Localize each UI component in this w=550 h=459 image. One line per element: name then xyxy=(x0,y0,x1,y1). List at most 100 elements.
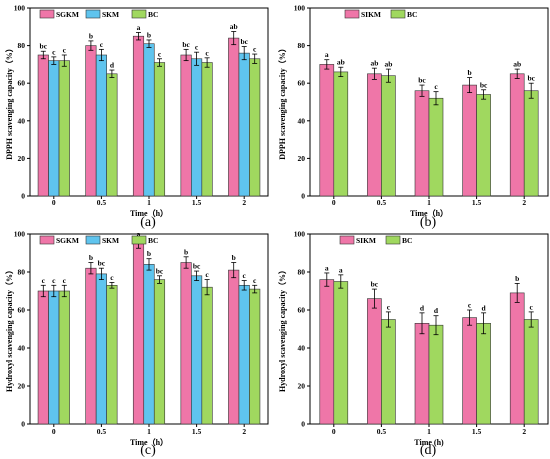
legend-swatch-skm xyxy=(85,235,101,245)
significance-label: c xyxy=(468,301,472,310)
y-tick-label: 20 xyxy=(298,382,306,391)
panel-label: (d) xyxy=(420,443,437,458)
bar-skm-2 xyxy=(238,284,250,425)
significance-label: a xyxy=(325,50,329,59)
significance-label: b xyxy=(468,68,472,77)
significance-label: d xyxy=(420,303,425,312)
significance-label: c xyxy=(52,47,56,56)
x-tick-label: 1.5 xyxy=(472,198,482,207)
y-tick-label: 100 xyxy=(14,230,26,239)
significance-label: c xyxy=(253,45,257,54)
panel-label: (c) xyxy=(140,443,156,458)
bar-sikm-1.5 xyxy=(462,84,477,197)
y-tick-label: 0 xyxy=(301,420,305,429)
significance-label: c xyxy=(243,271,247,280)
significance-label: c xyxy=(52,276,56,285)
bar-bc-0.5 xyxy=(106,73,118,197)
bar-sgkm-1.5 xyxy=(180,262,192,425)
x-tick-label: 2 xyxy=(242,198,246,207)
y-tick-label: 40 xyxy=(298,344,306,353)
significance-label: c xyxy=(195,43,199,52)
bar-skm-2 xyxy=(238,52,250,197)
significance-label: c xyxy=(205,48,209,57)
bar-sikm-1 xyxy=(414,90,430,197)
y-tick-label: 0 xyxy=(21,192,25,201)
y-tick-label: 80 xyxy=(298,268,306,277)
significance-label: bc xyxy=(527,74,535,83)
legend-swatch-bc xyxy=(131,235,147,245)
significance-label: b xyxy=(515,274,519,283)
significance-label: ab xyxy=(337,58,345,67)
significance-label: bc xyxy=(40,42,48,51)
significance-label: bc xyxy=(240,37,248,46)
x-tick-label: 1 xyxy=(147,198,151,207)
bar-bc-1.5 xyxy=(476,94,491,197)
bar-sgkm-1 xyxy=(132,35,145,197)
legend-swatch-sikm xyxy=(339,235,355,245)
bar-sgkm-0.5 xyxy=(85,267,97,425)
legend-label-sgkm: SGKM xyxy=(56,236,79,245)
x-axis-title: Time（h） xyxy=(130,208,168,218)
bar-bc-1.5 xyxy=(476,322,491,425)
significance-label: d xyxy=(110,61,115,70)
significance-label: bc xyxy=(371,280,379,289)
significance-label: bc xyxy=(418,76,426,85)
bar-sikm-2 xyxy=(509,292,525,425)
significance-label: d xyxy=(434,306,439,315)
significance-label: ab xyxy=(513,60,521,69)
y-axis-title: Hydroxyl scavenging capacity（%） xyxy=(4,266,14,392)
significance-label: a xyxy=(137,23,141,32)
bar-skm-1.5 xyxy=(191,275,203,425)
y-axis-title: Hydroxyl scavenging capacity（%） xyxy=(277,266,287,392)
bar-bc-0.5 xyxy=(381,75,396,197)
legend-label-skm: SKM xyxy=(102,10,119,19)
bar-bc-0.5 xyxy=(106,284,118,425)
legend: SIKM BC xyxy=(344,9,417,19)
x-tick-label: 1 xyxy=(147,427,151,436)
bar-sikm-0 xyxy=(319,279,335,425)
y-tick-label: 100 xyxy=(294,4,306,13)
x-tick-label: 1.5 xyxy=(192,198,202,207)
bar-bc-1 xyxy=(153,62,166,197)
bar-skm-0.5 xyxy=(95,273,107,425)
y-tick-label: 40 xyxy=(18,344,26,353)
bar-bc-0 xyxy=(333,71,349,197)
legend: SIKM BC xyxy=(339,235,412,245)
bar-bc-1 xyxy=(153,279,166,425)
significance-label: c xyxy=(205,270,209,279)
bar-bc-0 xyxy=(58,290,70,425)
bar-bc-2 xyxy=(523,90,539,197)
legend-swatch-bc xyxy=(385,235,401,245)
y-tick-label: 80 xyxy=(18,41,26,50)
x-axis-title: Time (h) xyxy=(414,438,444,447)
legend-swatch-sgkm xyxy=(39,235,55,245)
x-tick-label: 0.5 xyxy=(97,198,107,207)
y-tick-label: 100 xyxy=(294,230,306,239)
significance-label: c xyxy=(100,40,104,49)
bar-bc-1.5 xyxy=(201,286,213,425)
bar-sgkm-0.5 xyxy=(85,45,97,197)
bar-sikm-1.5 xyxy=(462,317,477,425)
significance-label: c xyxy=(110,273,114,282)
bar-skm-1 xyxy=(143,264,155,425)
significance-label: c xyxy=(434,82,438,91)
y-axis-title: DPPH scavenging capacity（%） xyxy=(4,44,14,160)
significance-label: c xyxy=(253,276,257,285)
legend: SGKM SKM BC xyxy=(39,9,158,19)
y-tick-label: 60 xyxy=(298,306,306,315)
significance-label: c xyxy=(42,276,46,285)
legend-label-sikm: SIKM xyxy=(361,10,381,19)
bar-skm-1 xyxy=(143,43,155,197)
y-tick-label: 0 xyxy=(301,192,305,201)
bar-sikm-0 xyxy=(319,64,335,197)
significance-label: c xyxy=(158,49,162,58)
x-tick-label: 2 xyxy=(522,198,526,207)
y-tick-label: 40 xyxy=(18,116,26,125)
significance-label: b xyxy=(232,253,236,262)
significance-label: bc xyxy=(193,262,201,271)
bar-bc-0.5 xyxy=(381,319,396,425)
bar-skm-1.5 xyxy=(191,58,203,197)
significance-label: b xyxy=(89,31,93,40)
bar-sgkm-2 xyxy=(228,37,240,197)
x-tick-label: 0 xyxy=(52,198,56,207)
